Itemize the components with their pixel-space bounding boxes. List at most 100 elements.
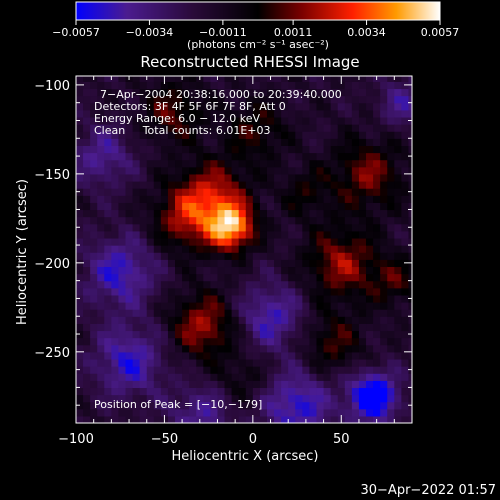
- heatmap-cell: [160, 173, 169, 182]
- heatmap-cell: [330, 131, 339, 139]
- heatmap-cell: [83, 273, 91, 282]
- heatmap-cell: [146, 273, 155, 282]
- heatmap-cell: [104, 202, 112, 211]
- heatmap-cell: [274, 180, 282, 189]
- heatmap-cell: [76, 76, 84, 82]
- heatmap-cell: [97, 195, 105, 203]
- heatmap-cell: [373, 230, 381, 239]
- heatmap-cell: [231, 216, 240, 225]
- heatmap-cell: [387, 95, 395, 104]
- heatmap-cell: [316, 173, 325, 182]
- heatmap-cell: [274, 95, 282, 104]
- heatmap-cell: [238, 337, 247, 346]
- heatmap-cell: [259, 415, 268, 423]
- heatmap-cell: [274, 102, 282, 111]
- heatmap-cell: [125, 216, 134, 225]
- heatmap-cell: [358, 252, 367, 260]
- heatmap-cell: [167, 166, 176, 175]
- heatmap-cell: [351, 330, 360, 339]
- heatmap-cell: [358, 81, 367, 90]
- heatmap-cell: [408, 245, 412, 253]
- heatmap-cell: [238, 351, 247, 360]
- heatmap-cell: [76, 387, 84, 396]
- heatmap-cell: [90, 294, 98, 303]
- heatmap-cell: [203, 245, 211, 253]
- heatmap-cell: [252, 401, 261, 410]
- heatmap-cell: [83, 301, 91, 310]
- heatmap-cell: [358, 323, 367, 332]
- y-axis-label: Heliocentric Y (arcsec): [15, 179, 30, 325]
- heatmap-cell: [238, 202, 247, 211]
- heatmap-cell: [259, 138, 268, 146]
- heatmap-cell: [351, 259, 360, 268]
- heatmap-cell: [189, 166, 197, 175]
- heatmap-cell: [394, 252, 402, 260]
- heatmap-cell: [316, 152, 325, 161]
- heatmap-cell: [125, 223, 134, 232]
- heatmap-cell: [224, 330, 233, 339]
- heatmap-cell: [302, 188, 311, 196]
- heatmap-cell: [245, 173, 254, 182]
- heatmap-cell: [182, 358, 190, 367]
- heatmap-cell: [394, 387, 402, 396]
- heatmap-cell: [146, 166, 155, 175]
- heatmap-cell: [274, 266, 282, 275]
- heatmap-cell: [146, 237, 155, 246]
- heatmap-cell: [146, 394, 155, 403]
- heatmap-cell: [139, 116, 148, 125]
- heatmap-cell: [330, 287, 339, 296]
- heatmap-cell: [259, 266, 268, 275]
- heatmap-cell: [203, 273, 211, 282]
- heatmap-cell: [167, 202, 176, 211]
- heatmap-cell: [210, 81, 219, 90]
- heatmap-cell: [125, 124, 134, 132]
- heatmap-cell: [217, 316, 226, 324]
- heatmap-cell: [153, 415, 162, 423]
- heatmap-cell: [146, 159, 155, 168]
- heatmap-cell: [90, 309, 98, 317]
- heatmap-cell: [153, 280, 162, 289]
- heatmap-cell: [274, 344, 282, 353]
- heatmap-cell: [387, 202, 395, 211]
- heatmap-cell: [295, 323, 303, 332]
- heatmap-cell: [380, 330, 388, 339]
- heatmap-cell: [189, 280, 197, 289]
- heatmap-cell: [175, 202, 183, 211]
- heatmap-cell: [160, 95, 169, 104]
- heatmap-cell: [97, 152, 105, 161]
- heatmap-cell: [238, 401, 247, 410]
- heatmap-cell: [203, 387, 211, 396]
- heatmap-cell: [153, 173, 162, 182]
- heatmap-cell: [309, 102, 318, 111]
- heatmap-cell: [288, 202, 296, 211]
- heatmap-cell: [281, 124, 289, 132]
- heatmap-cell: [139, 188, 148, 196]
- heatmap-cell: [167, 109, 176, 118]
- heatmap-cell: [153, 124, 162, 132]
- heatmap-cell: [295, 216, 303, 225]
- heatmap-cell: [210, 280, 219, 289]
- heatmap-cell: [358, 287, 367, 296]
- heatmap-cell: [266, 252, 275, 260]
- heatmap-cell: [217, 408, 226, 417]
- heatmap-cell: [252, 337, 261, 346]
- heatmap-cell: [111, 266, 120, 275]
- heatmap-cell: [76, 202, 84, 211]
- heatmap-cell: [288, 245, 296, 253]
- heatmap-cell: [196, 394, 204, 403]
- heatmap-cell: [344, 124, 353, 132]
- heatmap-cell: [231, 195, 240, 203]
- heatmap-cell: [238, 166, 247, 175]
- heatmap-cell: [238, 415, 247, 423]
- heatmap-cell: [132, 280, 141, 289]
- heatmap-cell: [408, 145, 412, 154]
- heatmap-cell: [231, 252, 240, 260]
- heatmap-cell: [366, 259, 374, 268]
- heatmap-cell: [266, 202, 275, 211]
- heatmap-cell: [224, 166, 233, 175]
- heatmap-cell: [231, 209, 240, 218]
- heatmap-cell: [146, 358, 155, 367]
- heatmap-cell: [266, 387, 275, 396]
- heatmap-cell: [104, 95, 112, 104]
- heatmap-cell: [97, 323, 105, 332]
